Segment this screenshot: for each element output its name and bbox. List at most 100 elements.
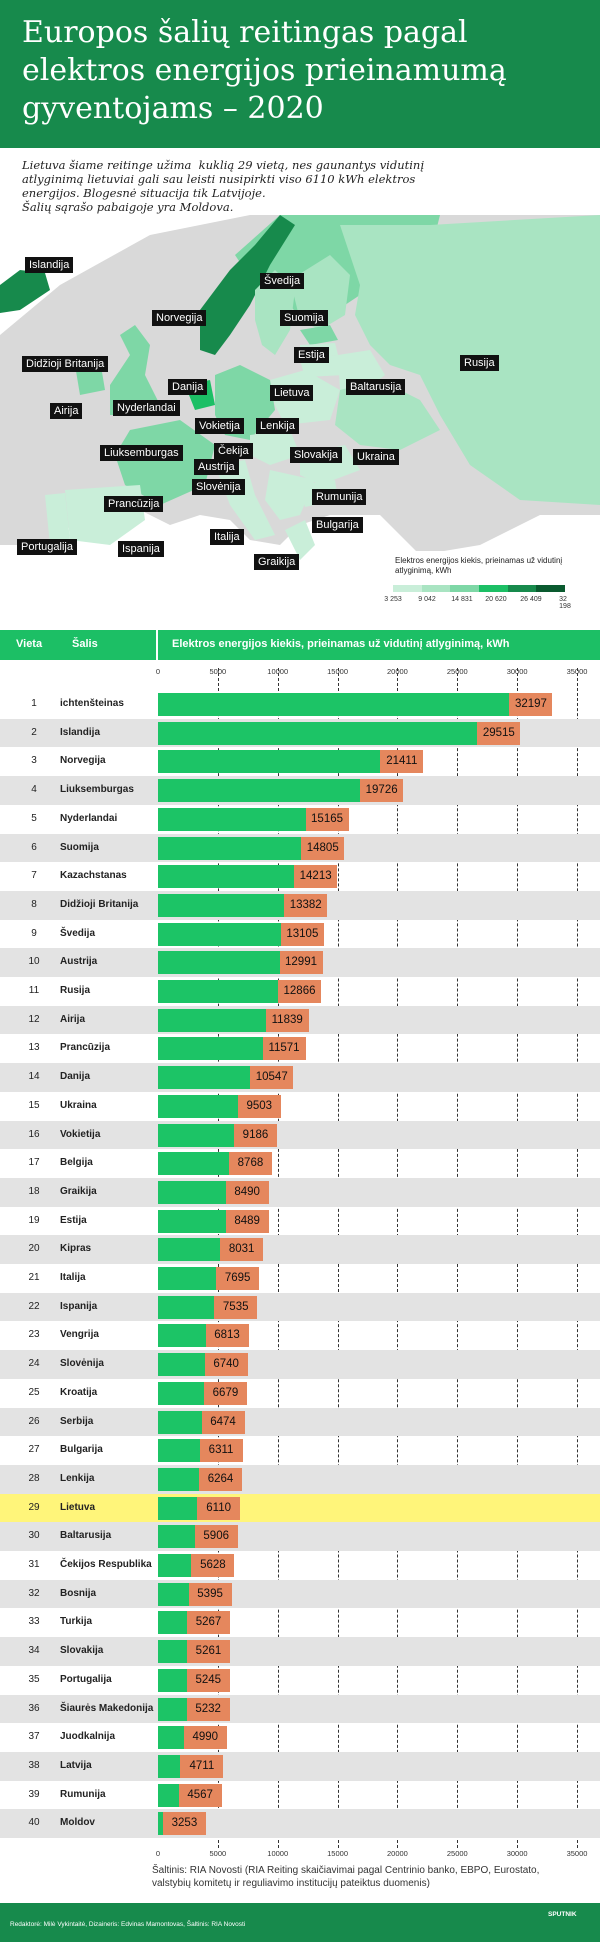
value-label: 6679 bbox=[203, 1381, 247, 1405]
country-cell: Italija bbox=[60, 1272, 86, 1283]
legend-swatch bbox=[421, 585, 451, 592]
rank-cell: 7 bbox=[31, 870, 37, 882]
legend-tick: 32 198 bbox=[559, 596, 571, 610]
source-note: Šaltinis: RIA Novosti (RIA Reiting skaič… bbox=[152, 1865, 540, 1889]
value-label: 11839 bbox=[265, 1008, 309, 1032]
table-row: 39 Rumunija 4567 bbox=[0, 1781, 600, 1810]
value-label: 12866 bbox=[278, 980, 322, 1003]
country-cell: Vengrija bbox=[60, 1329, 99, 1341]
legend-swatch bbox=[536, 585, 566, 592]
map-label-slovenija: Slovėnija bbox=[192, 479, 245, 495]
bar bbox=[158, 865, 325, 889]
country-cell: Bosnija bbox=[60, 1587, 97, 1599]
country-cell: Didžioji Britanija bbox=[60, 898, 139, 910]
value-label: 8031 bbox=[220, 1238, 264, 1262]
intro-line: Šalių sąrašo pabaigoje yra Moldova. bbox=[22, 200, 234, 214]
value-label: 4567 bbox=[178, 1783, 222, 1807]
table-row: 26 Serbija 6474 bbox=[0, 1407, 600, 1437]
map-label-vokietija: Vokietija bbox=[195, 418, 244, 434]
x-tick-label-bottom: 0 bbox=[155, 1849, 161, 1858]
bar bbox=[158, 1066, 281, 1090]
legend-swatch bbox=[507, 585, 537, 592]
table-row: 10 Austrija 12991 bbox=[0, 948, 600, 977]
map-label-slovakija: Slovakija bbox=[290, 447, 343, 463]
table-row: 35 Portugalija 5245 bbox=[0, 1666, 600, 1695]
rank-cell: 37 bbox=[28, 1731, 40, 1743]
rank-cell: 26 bbox=[28, 1415, 40, 1427]
country-cell: Juodkalnija bbox=[60, 1731, 116, 1743]
value-label: 6264 bbox=[198, 1467, 242, 1491]
value-label: 4990 bbox=[183, 1726, 227, 1750]
table-row: 40 Moldov 3253 bbox=[0, 1809, 600, 1838]
value-label: 11571 bbox=[262, 1037, 306, 1061]
country-cell: Šiaurės Makedonija bbox=[60, 1702, 154, 1714]
rank-cell: 28 bbox=[28, 1472, 40, 1484]
rank-cell: 16 bbox=[28, 1128, 40, 1140]
rank-cell: 23 bbox=[28, 1329, 40, 1341]
rank-cell: 10 bbox=[28, 956, 40, 968]
rank-cell: 11 bbox=[28, 985, 40, 996]
table-row: 9 Švedija 13105 bbox=[0, 920, 600, 949]
map-label-ispanija: Ispanija bbox=[118, 541, 164, 557]
country-cell: Norvegija bbox=[60, 755, 106, 767]
country-cell: Portugalija bbox=[60, 1673, 112, 1685]
table-row: 19 Estija 8489 bbox=[0, 1207, 600, 1236]
value-label: 10547 bbox=[250, 1066, 294, 1090]
europe-map: Islandija Švedija Norvegija Suomija Rusi… bbox=[0, 215, 600, 615]
country-cell: Lietuva bbox=[60, 1501, 96, 1513]
rank-cell: 18 bbox=[28, 1185, 40, 1197]
value-label: 7535 bbox=[214, 1295, 258, 1319]
footer-banner: Redaktorė: Milė Vykintaitė, Dizaineris: … bbox=[0, 1903, 600, 1942]
rank-cell: 21 bbox=[28, 1272, 40, 1283]
value-label: 14805 bbox=[301, 836, 345, 860]
map-label-suomija: Suomija bbox=[280, 310, 328, 326]
country-cell: Bulgarija bbox=[60, 1444, 103, 1456]
bar bbox=[158, 836, 332, 860]
rank-cell: 36 bbox=[28, 1702, 40, 1714]
intro-line: Lietuva šiame reitinge užima kuklią 29 v… bbox=[22, 158, 425, 172]
value-label: 12991 bbox=[279, 951, 323, 975]
rank-cell: 1 bbox=[31, 698, 37, 709]
map-label-rusija: Rusija bbox=[460, 355, 499, 371]
country-cell: Danija bbox=[60, 1071, 91, 1083]
country-cell: Kazachstanas bbox=[60, 870, 127, 882]
map-label-rumunija: Rumunija bbox=[312, 489, 367, 505]
intro-line: energijos. Blogesnė situacija tik Latvij… bbox=[22, 186, 266, 200]
table-row: 37 Juodkalnija 4990 bbox=[0, 1723, 600, 1752]
header-value: Elektros energijos kiekis, prieinamas už… bbox=[172, 638, 510, 650]
rank-cell: 8 bbox=[31, 898, 37, 910]
legend-color-scale bbox=[393, 585, 566, 592]
country-cell: Suomija bbox=[60, 841, 99, 853]
x-tick-label-top: 0 bbox=[155, 667, 161, 676]
rank-cell: 29 bbox=[28, 1501, 40, 1513]
value-label: 5267 bbox=[187, 1611, 231, 1635]
rank-cell: 30 bbox=[28, 1530, 40, 1542]
rank-cell: 25 bbox=[28, 1386, 40, 1398]
intro-line: atlyginimą lietuviai gali sau leisti nus… bbox=[22, 172, 416, 186]
map-label-nyderlandai: Nyderlandai bbox=[113, 400, 180, 416]
bar bbox=[158, 1008, 296, 1032]
bar bbox=[158, 1037, 293, 1061]
value-label: 4711 bbox=[180, 1754, 224, 1778]
x-tick-label-bottom: 35000 bbox=[566, 1849, 588, 1858]
table-row: 13 Prancūzija 11571 bbox=[0, 1034, 600, 1063]
country-cell: Nyderlandai bbox=[60, 812, 118, 824]
rank-cell: 15 bbox=[28, 1099, 40, 1111]
rank-cell: 6 bbox=[31, 841, 37, 853]
table-row: 11 Rusija 12866 bbox=[0, 977, 600, 1006]
country-cell: Liuksemburgas bbox=[60, 784, 134, 796]
country-cell: Čekijos Respublika bbox=[60, 1559, 152, 1570]
sputnik-logo: SPUTNIK bbox=[548, 1911, 577, 1918]
table-row: 27 Bulgarija 6311 bbox=[0, 1436, 600, 1465]
legend-tick: 20 620 bbox=[485, 596, 507, 603]
map-label-ukraina: Ukraina bbox=[353, 449, 399, 465]
table-row: 7 Kazachstanas 14213 bbox=[0, 862, 600, 891]
country-cell: Vokietija bbox=[60, 1128, 101, 1140]
x-tick-label-bottom: 20000 bbox=[386, 1849, 408, 1858]
table-row: 36 Šiaurės Makedonija 5232 bbox=[0, 1694, 600, 1724]
table-row: 20 Kipras 8031 bbox=[0, 1235, 600, 1264]
table-row: 28 Lenkija 6264 bbox=[0, 1464, 600, 1494]
table-row: 18 Graikija 8490 bbox=[0, 1177, 600, 1207]
rank-cell: 22 bbox=[28, 1300, 40, 1312]
rank-cell: 24 bbox=[28, 1358, 40, 1370]
